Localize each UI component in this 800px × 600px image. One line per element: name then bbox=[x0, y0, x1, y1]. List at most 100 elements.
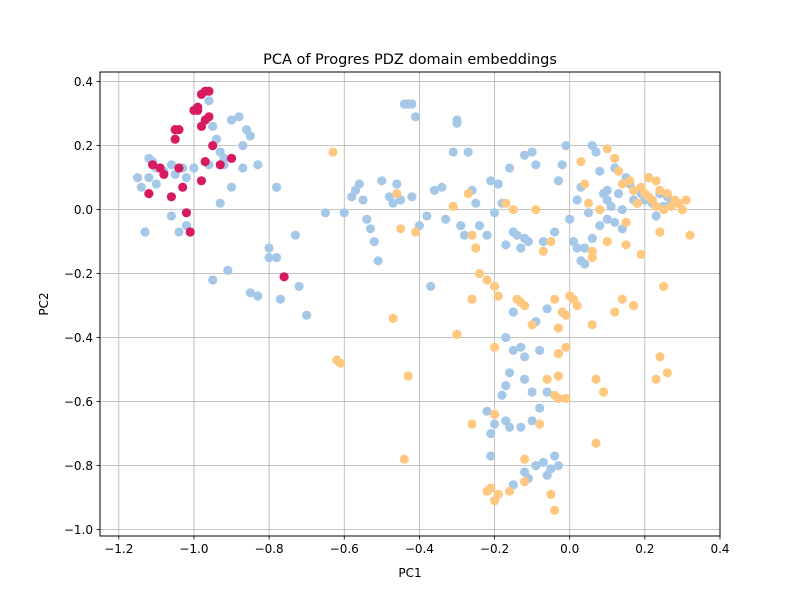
data-point bbox=[583, 198, 594, 208]
data-point bbox=[508, 345, 518, 355]
data-point bbox=[651, 211, 661, 221]
data-point bbox=[181, 173, 192, 183]
data-point bbox=[662, 189, 672, 199]
data-point bbox=[489, 496, 500, 506]
data-point bbox=[272, 253, 282, 263]
data-point bbox=[561, 141, 571, 151]
x-tick-label: 0.4 bbox=[710, 542, 729, 556]
data-point bbox=[140, 227, 150, 237]
data-point bbox=[463, 147, 473, 157]
data-point bbox=[253, 160, 263, 170]
data-point bbox=[426, 281, 436, 291]
data-point bbox=[339, 208, 349, 218]
data-point bbox=[662, 368, 672, 378]
chart-title: PCA of Progres PDZ domain embeddings bbox=[263, 52, 557, 68]
data-point bbox=[403, 371, 413, 381]
data-point bbox=[535, 403, 545, 413]
data-point bbox=[516, 243, 526, 253]
data-point bbox=[223, 265, 233, 275]
data-point bbox=[527, 320, 537, 330]
data-point bbox=[550, 227, 560, 237]
data-point bbox=[204, 112, 214, 122]
data-point bbox=[399, 454, 409, 464]
data-point bbox=[196, 176, 207, 186]
data-point bbox=[602, 214, 612, 224]
data-point bbox=[448, 147, 458, 157]
data-point bbox=[174, 227, 184, 237]
data-point bbox=[482, 406, 492, 416]
data-point bbox=[474, 221, 485, 231]
data-point bbox=[610, 153, 620, 163]
data-point bbox=[208, 141, 218, 151]
data-point bbox=[602, 195, 612, 205]
data-point bbox=[535, 419, 545, 429]
data-point bbox=[501, 240, 511, 250]
data-point bbox=[553, 176, 564, 186]
x-axis-ticks: −1.2 −1.0 −0.8 −0.6 −0.4 −0.2 0.0 0.2 0.4 bbox=[104, 536, 730, 556]
data-point bbox=[497, 390, 507, 400]
data-point bbox=[523, 237, 533, 247]
data-point bbox=[685, 230, 695, 240]
data-point bbox=[170, 134, 180, 144]
data-point bbox=[302, 310, 312, 320]
data-point bbox=[553, 461, 564, 471]
data-point bbox=[542, 470, 552, 480]
data-point bbox=[591, 374, 601, 384]
x-axis-label: PC1 bbox=[398, 566, 421, 580]
data-point bbox=[538, 237, 548, 247]
data-point bbox=[576, 157, 586, 167]
data-point bbox=[215, 160, 225, 170]
data-point bbox=[174, 125, 184, 135]
data-point bbox=[320, 208, 331, 218]
data-point bbox=[204, 96, 214, 106]
y-tick-label: −0.8 bbox=[64, 459, 93, 473]
data-point bbox=[189, 163, 199, 173]
data-point bbox=[621, 217, 631, 227]
data-point bbox=[411, 112, 421, 122]
data-point bbox=[553, 349, 564, 359]
data-point bbox=[538, 457, 548, 467]
data-point bbox=[516, 342, 526, 352]
data-point bbox=[272, 182, 282, 192]
data-point bbox=[253, 291, 263, 301]
data-point bbox=[504, 368, 515, 378]
data-point bbox=[178, 182, 188, 192]
data-point bbox=[613, 189, 624, 199]
data-point bbox=[437, 182, 447, 192]
data-point bbox=[520, 454, 530, 464]
data-point bbox=[501, 333, 511, 343]
data-point bbox=[264, 243, 274, 253]
y-tick-label: −0.4 bbox=[64, 331, 93, 345]
data-point bbox=[520, 477, 530, 487]
y-tick-label: 0.4 bbox=[74, 75, 93, 89]
data-point bbox=[489, 419, 500, 429]
axes-frame bbox=[99, 71, 721, 537]
data-point bbox=[546, 237, 556, 247]
data-point bbox=[362, 214, 372, 224]
data-point bbox=[448, 201, 458, 211]
data-point bbox=[504, 422, 515, 432]
data-point bbox=[527, 416, 537, 426]
data-point bbox=[651, 374, 661, 384]
data-point bbox=[407, 192, 417, 202]
x-tick-label: −0.8 bbox=[255, 542, 284, 556]
data-point bbox=[471, 198, 481, 208]
data-point bbox=[489, 281, 500, 291]
data-point bbox=[245, 288, 255, 298]
data-point bbox=[550, 451, 560, 461]
data-point bbox=[651, 176, 661, 186]
data-point bbox=[215, 198, 225, 208]
data-point bbox=[290, 230, 300, 240]
data-point bbox=[587, 233, 597, 243]
data-point bbox=[561, 342, 571, 352]
data-point bbox=[617, 294, 627, 304]
data-point bbox=[245, 131, 255, 141]
data-point bbox=[132, 173, 143, 183]
data-point bbox=[193, 105, 203, 115]
data-point bbox=[542, 387, 552, 397]
data-point bbox=[388, 313, 398, 323]
data-point bbox=[486, 451, 496, 461]
data-point bbox=[628, 185, 639, 195]
